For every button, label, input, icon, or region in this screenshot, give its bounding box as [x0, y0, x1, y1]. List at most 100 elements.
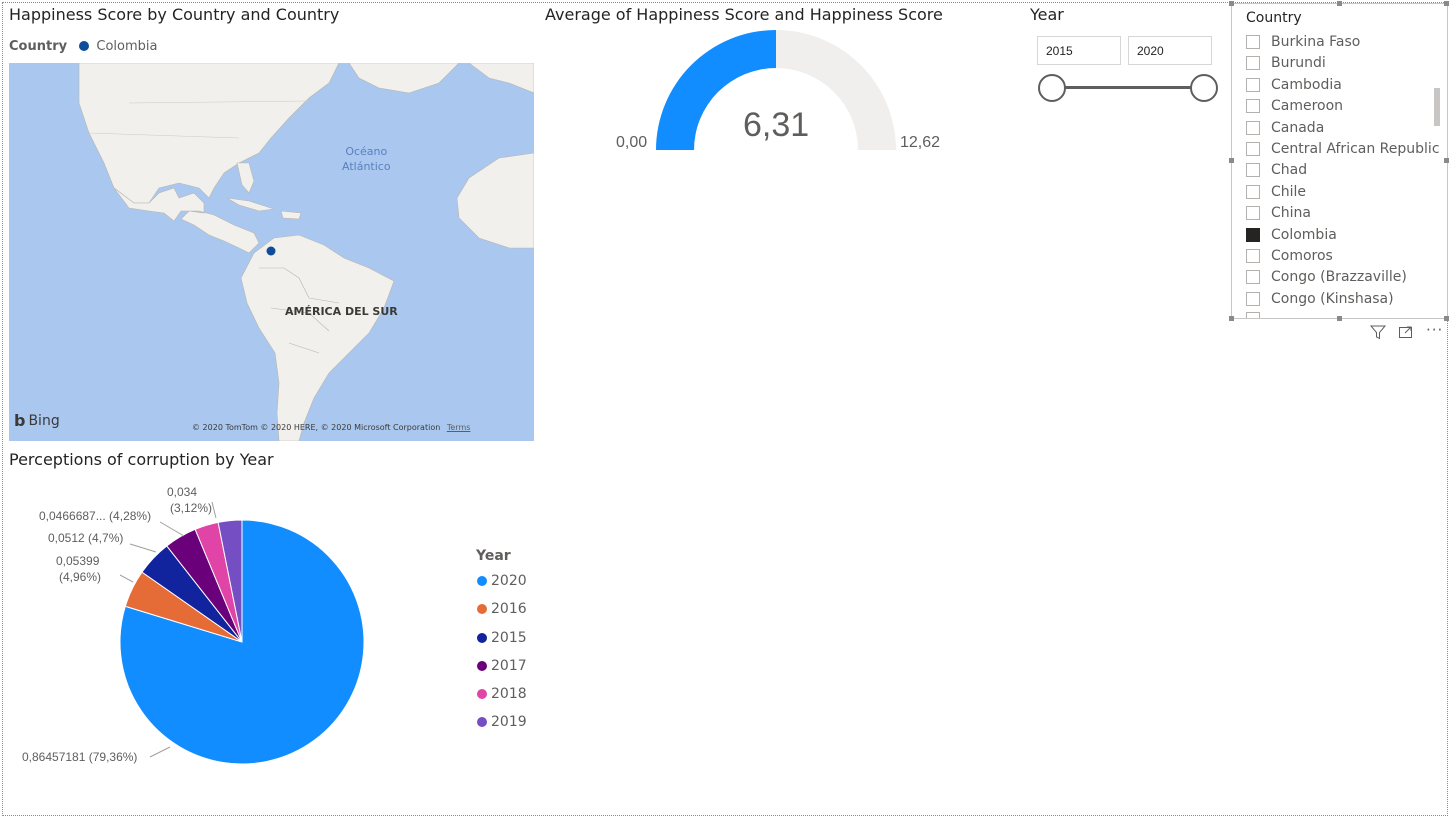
pie-chart[interactable]: 0,86457181 (79,36%) 0,05399 (4,96%) 0,0512 … [0, 470, 560, 810]
pie-legend-item[interactable]: 2015 [477, 628, 527, 648]
checkbox-icon[interactable] [1246, 77, 1260, 92]
pie-legend-label: 2018 [491, 686, 527, 703]
resize-handle-tl[interactable] [1229, 1, 1234, 6]
resize-handle-bm[interactable] [1337, 316, 1342, 321]
country-scrollbar[interactable] [1434, 88, 1440, 126]
checkbox-icon[interactable] [1246, 206, 1260, 221]
map-legend-title: Country [9, 39, 68, 54]
country-item[interactable]: Congo (Kinshasa) [1246, 289, 1394, 309]
country-item[interactable]: Colombia [1246, 225, 1337, 245]
country-item[interactable]: Cambodia [1246, 75, 1342, 95]
resize-handle-tm[interactable] [1337, 1, 1342, 6]
resize-handle-br[interactable] [1444, 316, 1449, 321]
checkbox-checked-icon[interactable] [1246, 227, 1260, 242]
bing-logo: b Bing [14, 411, 60, 430]
country-item[interactable]: Chile [1246, 182, 1306, 202]
pie-legend-item[interactable]: 2019 [477, 712, 527, 732]
country-item[interactable]: Chad [1246, 160, 1307, 180]
bing-b-icon: b [14, 411, 26, 430]
hispaniola-land [280, 210, 302, 220]
pie-legend-item[interactable]: 2017 [477, 656, 527, 676]
checkbox-icon[interactable] [1246, 120, 1260, 135]
map-canvas[interactable] [9, 63, 534, 441]
checkbox-icon[interactable] [1246, 184, 1260, 199]
colombia-map-point[interactable] [266, 246, 276, 256]
legend-dot-icon [477, 717, 487, 728]
pie-title: Perceptions of corruption by Year [9, 450, 274, 469]
state-borders [88, 100, 310, 139]
pie-legend-item[interactable]: 2020 [477, 571, 527, 591]
country-item[interactable]: Congo (Brazzaville) [1246, 267, 1407, 287]
pie-legend: 2020 2016 2015 2017 2018 2019 [477, 571, 527, 741]
pie-data-label: 0,86457181 (79,36%) [22, 750, 137, 764]
pie-legend-item[interactable]: 2018 [477, 684, 527, 704]
country-item-label: Central African Republic [1271, 141, 1440, 157]
pie-legend-label: 2015 [491, 629, 527, 646]
europe-land [468, 63, 534, 94]
checkbox-icon[interactable] [1246, 291, 1260, 306]
year-end-input[interactable] [1128, 36, 1212, 65]
florida-land [236, 162, 255, 194]
country-item[interactable]: Comoros [1246, 246, 1333, 266]
map-copyright: © 2020 TomTom © 2020 HERE, © 2020 Micros… [192, 423, 470, 432]
year-slider-end-handle[interactable] [1190, 74, 1218, 102]
country-item-label: Burkina Faso [1271, 34, 1361, 50]
year-slider-track[interactable] [1052, 86, 1204, 89]
checkbox-icon[interactable] [1246, 99, 1260, 114]
bing-map[interactable]: Océano Atlántico AMÉRICA DEL SUR b Bing … [9, 63, 534, 441]
country-item[interactable]: China [1246, 203, 1311, 223]
checkbox-icon[interactable] [1246, 163, 1260, 178]
pie-legend-item[interactable]: 2016 [477, 599, 527, 619]
country-item[interactable]: Burkina Faso [1246, 32, 1360, 52]
gauge-min-label: 0,00 [616, 134, 648, 151]
gauge-title: Average of Happiness Score and Happiness… [545, 5, 943, 24]
north-america-land [78, 63, 340, 204]
pie-slice-2019[interactable] [217, 519, 243, 643]
ocean-label-line2: Atlántico [342, 160, 391, 173]
country-slicer-header: Country [1246, 10, 1302, 26]
filter-icon[interactable] [1370, 325, 1386, 340]
terms-link[interactable]: Terms [446, 423, 471, 432]
country-item[interactable]: Canada [1246, 118, 1324, 138]
checkbox-icon[interactable] [1246, 249, 1260, 263]
more-options-icon[interactable]: ··· [1426, 320, 1444, 339]
year-slider-start-handle[interactable] [1038, 74, 1066, 102]
gauge-visual[interactable]: 6,31 0,00 12,62 [600, 26, 970, 166]
greenland-land [348, 63, 460, 94]
legend-dot-icon [477, 689, 487, 700]
pie-leader-line [119, 574, 134, 583]
country-item-label: Canada [1271, 119, 1325, 136]
country-item[interactable]: Burundi [1246, 53, 1326, 73]
pie-legend-label: 2020 [491, 573, 527, 589]
map-legend-item[interactable]: Colombia [96, 39, 158, 54]
resize-handle-ml[interactable] [1229, 158, 1234, 163]
resize-handle-bl[interactable] [1229, 316, 1234, 321]
year-start-input[interactable] [1037, 36, 1121, 65]
legend-dot-icon [477, 604, 487, 615]
pie-data-label: 0,0512 (4,7%) [48, 531, 123, 545]
ocean-label: Océano Atlántico [342, 144, 391, 174]
legend-dot-icon [477, 660, 487, 671]
year-slicer-title: Year [1030, 5, 1064, 24]
country-item[interactable]: Cameroon [1246, 96, 1343, 116]
central-america-land [113, 187, 260, 254]
resize-handle-tr[interactable] [1444, 1, 1449, 6]
checkbox-icon[interactable] [1246, 270, 1260, 285]
checkbox-icon[interactable] [1246, 35, 1260, 49]
pie-leader-line [129, 543, 157, 553]
country-item-label: China [1271, 205, 1311, 222]
country-slicer[interactable]: Country Burkina Faso Burundi Cambodia Camer… [1231, 3, 1448, 319]
country-item[interactable]: Central African Republic [1246, 139, 1440, 159]
pie-legend-label: 2017 [491, 657, 527, 674]
checkbox-icon[interactable] [1246, 142, 1260, 156]
resize-handle-mr[interactable] [1444, 158, 1449, 163]
bing-label: Bing [28, 412, 60, 429]
legend-dot-icon [477, 632, 487, 643]
pie-data-label: 0,0466687... (4,28%) [39, 509, 151, 523]
pie-svg: 0,86457181 (79,36%) 0,05399 (4,96%) 0,0512 … [22, 485, 365, 765]
ocean-label-line1: Océano [345, 145, 388, 158]
country-item-label: Chad [1271, 162, 1308, 179]
checkbox-icon[interactable] [1246, 56, 1260, 71]
focus-mode-icon[interactable] [1398, 325, 1414, 340]
gauge-fill [656, 30, 776, 150]
